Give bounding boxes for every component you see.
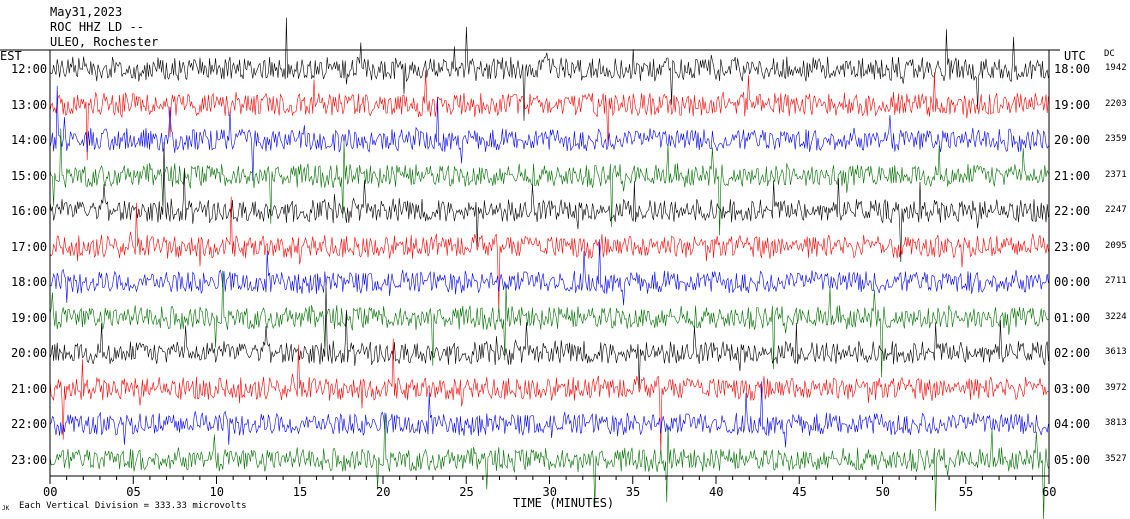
est-hour-label: 13:00 <box>11 97 48 112</box>
est-hour-label: 19:00 <box>11 310 48 325</box>
dc-offset-label: 2203 <box>1105 98 1127 109</box>
trace-row-2200 <box>49 381 1049 448</box>
est-hour-label: 18:00 <box>11 275 48 289</box>
x-tick-label: 10 <box>209 485 224 499</box>
station-code: ROC HHZ LD -- <box>50 20 144 34</box>
dc-offset-label: 3224 <box>1105 311 1127 322</box>
trace-row-1800 <box>49 239 1049 306</box>
x-tick-label: 25 <box>459 485 474 499</box>
trace-row-1900 <box>49 270 1049 378</box>
corner-mark: JK <box>2 505 10 512</box>
dc-offset-label: 1942 <box>1105 63 1127 73</box>
est-hour-label: 22:00 <box>11 417 48 431</box>
dc-offset-label: 3972 <box>1105 382 1127 393</box>
est-hour-label: 15:00 <box>11 168 48 183</box>
utc-hour-label: 02:00 <box>1054 346 1091 360</box>
trace-row-2000 <box>49 283 1049 390</box>
trace-row-1400 <box>49 85 1049 182</box>
dc-offset-label: 3527 <box>1105 453 1127 464</box>
trace-row-1300 <box>49 70 1049 161</box>
dc-offset-label: 2371 <box>1105 169 1127 180</box>
trace-row-1200 <box>49 17 1049 121</box>
trace-row-1500 <box>49 128 1049 236</box>
scale-note: Each Vertical Division = 333.33 microvol… <box>19 501 247 511</box>
est-hour-label: 17:00 <box>11 239 48 254</box>
utc-hour-label: 04:00 <box>1054 417 1091 431</box>
plot-frame <box>0 49 1060 477</box>
dc-offset-label: 2711 <box>1105 276 1127 286</box>
trace-row-2300 <box>49 412 1049 519</box>
x-tick-group <box>49 476 1050 484</box>
utc-hour-label: 19:00 <box>1054 97 1091 112</box>
x-tick-label: 15 <box>292 485 308 499</box>
utc-hour-label: 23:00 <box>1054 239 1091 254</box>
left-axis-label: EST <box>0 49 22 63</box>
utc-hour-label: 05:00 <box>1054 452 1091 467</box>
dc-header-label: DC <box>1104 49 1115 59</box>
x-axis-label: TIME (MINUTES) <box>513 496 615 510</box>
dc-offset-label: 2247 <box>1105 205 1127 215</box>
x-tick-label: 60 <box>1042 485 1057 499</box>
utc-hour-label: 00:00 <box>1054 275 1091 289</box>
est-hour-label: 20:00 <box>11 346 48 360</box>
est-hour-label: 14:00 <box>11 133 48 147</box>
est-hour-label: 21:00 <box>11 381 48 396</box>
dc-offset-label: 3613 <box>1105 347 1127 357</box>
dc-offset-label: 3813 <box>1105 418 1127 428</box>
dc-offset-label: 2095 <box>1105 240 1127 251</box>
utc-hour-label: 18:00 <box>1054 62 1091 76</box>
x-tick-label: 50 <box>875 485 890 499</box>
x-tick-label: 30 <box>542 485 557 499</box>
x-tick-label: 40 <box>709 485 724 499</box>
utc-hour-label: 03:00 <box>1054 381 1091 396</box>
est-hour-label: 23:00 <box>11 452 48 467</box>
x-tick-label: 20 <box>376 485 391 499</box>
x-tick-label: 55 <box>958 485 974 499</box>
utc-hour-label: 21:00 <box>1054 168 1091 183</box>
trace-row-2100 <box>49 338 1049 454</box>
trace-row-1600 <box>49 141 1049 263</box>
x-tick-label: 00 <box>43 485 58 499</box>
x-tick-label: 45 <box>792 485 807 499</box>
right-axis-label: UTC <box>1064 49 1086 63</box>
utc-hour-label: 20:00 <box>1054 133 1091 147</box>
network-name: ULEO, Rochester <box>50 35 159 49</box>
x-tick-label: 05 <box>126 485 141 499</box>
utc-hour-label: 22:00 <box>1054 204 1091 218</box>
plot-date: May31,2023 <box>50 5 123 19</box>
dc-offset-label: 2359 <box>1105 134 1127 144</box>
trace-row-1700 <box>49 196 1049 312</box>
est-hour-label: 12:00 <box>11 62 48 76</box>
x-tick-label: 35 <box>625 485 641 499</box>
trace-group <box>49 17 1049 519</box>
est-hour-label: 16:00 <box>11 204 48 218</box>
utc-hour-label: 01:00 <box>1054 310 1091 325</box>
